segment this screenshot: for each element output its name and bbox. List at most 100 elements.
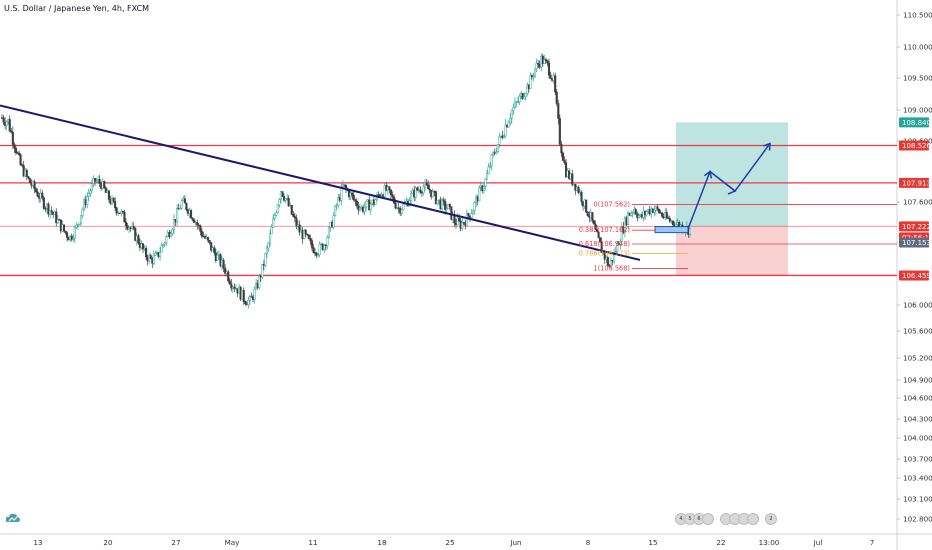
candle-body: [165, 236, 168, 244]
candle-body: [351, 192, 354, 196]
candle-body: [62, 224, 66, 232]
candle-body: [303, 229, 306, 240]
price-tag: [899, 237, 929, 248]
arrow-head: [703, 170, 713, 179]
candle-body: [606, 257, 609, 266]
candle-body: [355, 201, 358, 207]
candle-body: [518, 96, 521, 102]
candle-body: [487, 166, 490, 174]
candle-body: [595, 229, 599, 233]
candle-body: [358, 207, 361, 211]
candle-body: [124, 221, 128, 226]
candle-body: [95, 180, 98, 182]
candle-body: [272, 218, 275, 228]
candle-body: [281, 191, 284, 197]
candle-body: [394, 202, 397, 209]
candle-body: [90, 183, 93, 191]
candle-body: [444, 201, 447, 210]
economic-events: 4 5 6 2: [675, 513, 777, 525]
candle-body: [509, 117, 512, 123]
candle-body: [537, 63, 540, 65]
candle-body: [13, 144, 16, 149]
candle-body: [571, 173, 574, 185]
candle-body: [374, 199, 377, 205]
price-tag: [899, 221, 929, 232]
economic-event-flag-icon[interactable]: [747, 513, 759, 525]
price-tick-label: 104.900: [903, 376, 932, 385]
candle-body: [543, 59, 546, 65]
candle-body: [544, 59, 547, 61]
candle-body: [172, 219, 176, 230]
candle-body: [265, 247, 269, 254]
candle-body: [637, 215, 640, 218]
candle-body: [594, 223, 597, 230]
candle-body: [546, 60, 549, 64]
candle-body: [484, 178, 487, 187]
candle-body: [661, 212, 664, 217]
price-tag: [899, 177, 929, 188]
candle-body: [365, 200, 368, 208]
candle-body: [391, 194, 394, 198]
price-tick-label: 110.000: [903, 43, 932, 52]
candle-body: [134, 227, 137, 241]
price-axis: 110.500110.000109.500109.000108.600107.6…: [897, 11, 932, 524]
candle-body: [253, 288, 256, 300]
price-tag: [899, 270, 929, 281]
candle-body: [470, 213, 473, 219]
price-tick-label: 102.800: [903, 515, 932, 524]
candle-body: [293, 216, 296, 219]
economic-event-flag-icon[interactable]: [702, 513, 714, 525]
candle-body: [55, 211, 58, 224]
price-tick-label: 104.000: [903, 434, 932, 443]
candle-body: [196, 222, 199, 226]
candle-body: [163, 242, 166, 245]
time-tick-label: 13:00: [759, 538, 780, 547]
candle-body: [193, 219, 196, 223]
candle-body: [445, 208, 448, 210]
candle-body: [535, 63, 538, 70]
candle-body: [597, 231, 600, 238]
candle-body: [276, 204, 279, 213]
candle-body: [425, 182, 428, 186]
candle-body: [152, 255, 155, 264]
price-tag-label: 108.526: [902, 142, 931, 150]
candle-body: [171, 229, 174, 234]
candle-body: [208, 240, 211, 243]
candle-body: [442, 199, 445, 202]
candle-body: [169, 233, 172, 238]
candle-body: [492, 152, 495, 156]
candle-body: [326, 237, 329, 246]
candle-body: [416, 187, 419, 191]
candle-body: [11, 132, 14, 145]
price-tick-label: 109.000: [903, 106, 932, 115]
candle-body: [137, 235, 140, 244]
candle-body: [410, 193, 413, 202]
candle-body: [197, 224, 200, 227]
price-tick-label: 109.500: [903, 74, 932, 83]
candle-body: [216, 254, 219, 261]
candle-body: [290, 205, 293, 215]
candle-body: [507, 121, 510, 128]
candle-body: [634, 209, 637, 215]
candle-body: [160, 245, 163, 253]
candle-body: [107, 190, 110, 200]
candle-body: [653, 209, 656, 213]
candle-body: [560, 144, 563, 154]
candle-body: [70, 235, 73, 240]
candle-body: [93, 178, 97, 182]
candle-body: [126, 225, 129, 230]
price-tick-label: 110.500: [903, 11, 932, 20]
time-tick-label: 11: [308, 538, 317, 547]
economic-event-flag-icon[interactable]: 2: [765, 513, 777, 525]
candle-body: [667, 217, 670, 219]
candle-body: [599, 237, 602, 243]
tradingview-cloud-icon[interactable]: [5, 512, 21, 524]
price-tick-label: 103.100: [903, 495, 932, 504]
candle-body: [180, 200, 183, 209]
candle-body: [267, 242, 270, 249]
candle-body: [668, 218, 671, 222]
candle-body: [41, 192, 44, 199]
candle-body: [645, 211, 648, 216]
